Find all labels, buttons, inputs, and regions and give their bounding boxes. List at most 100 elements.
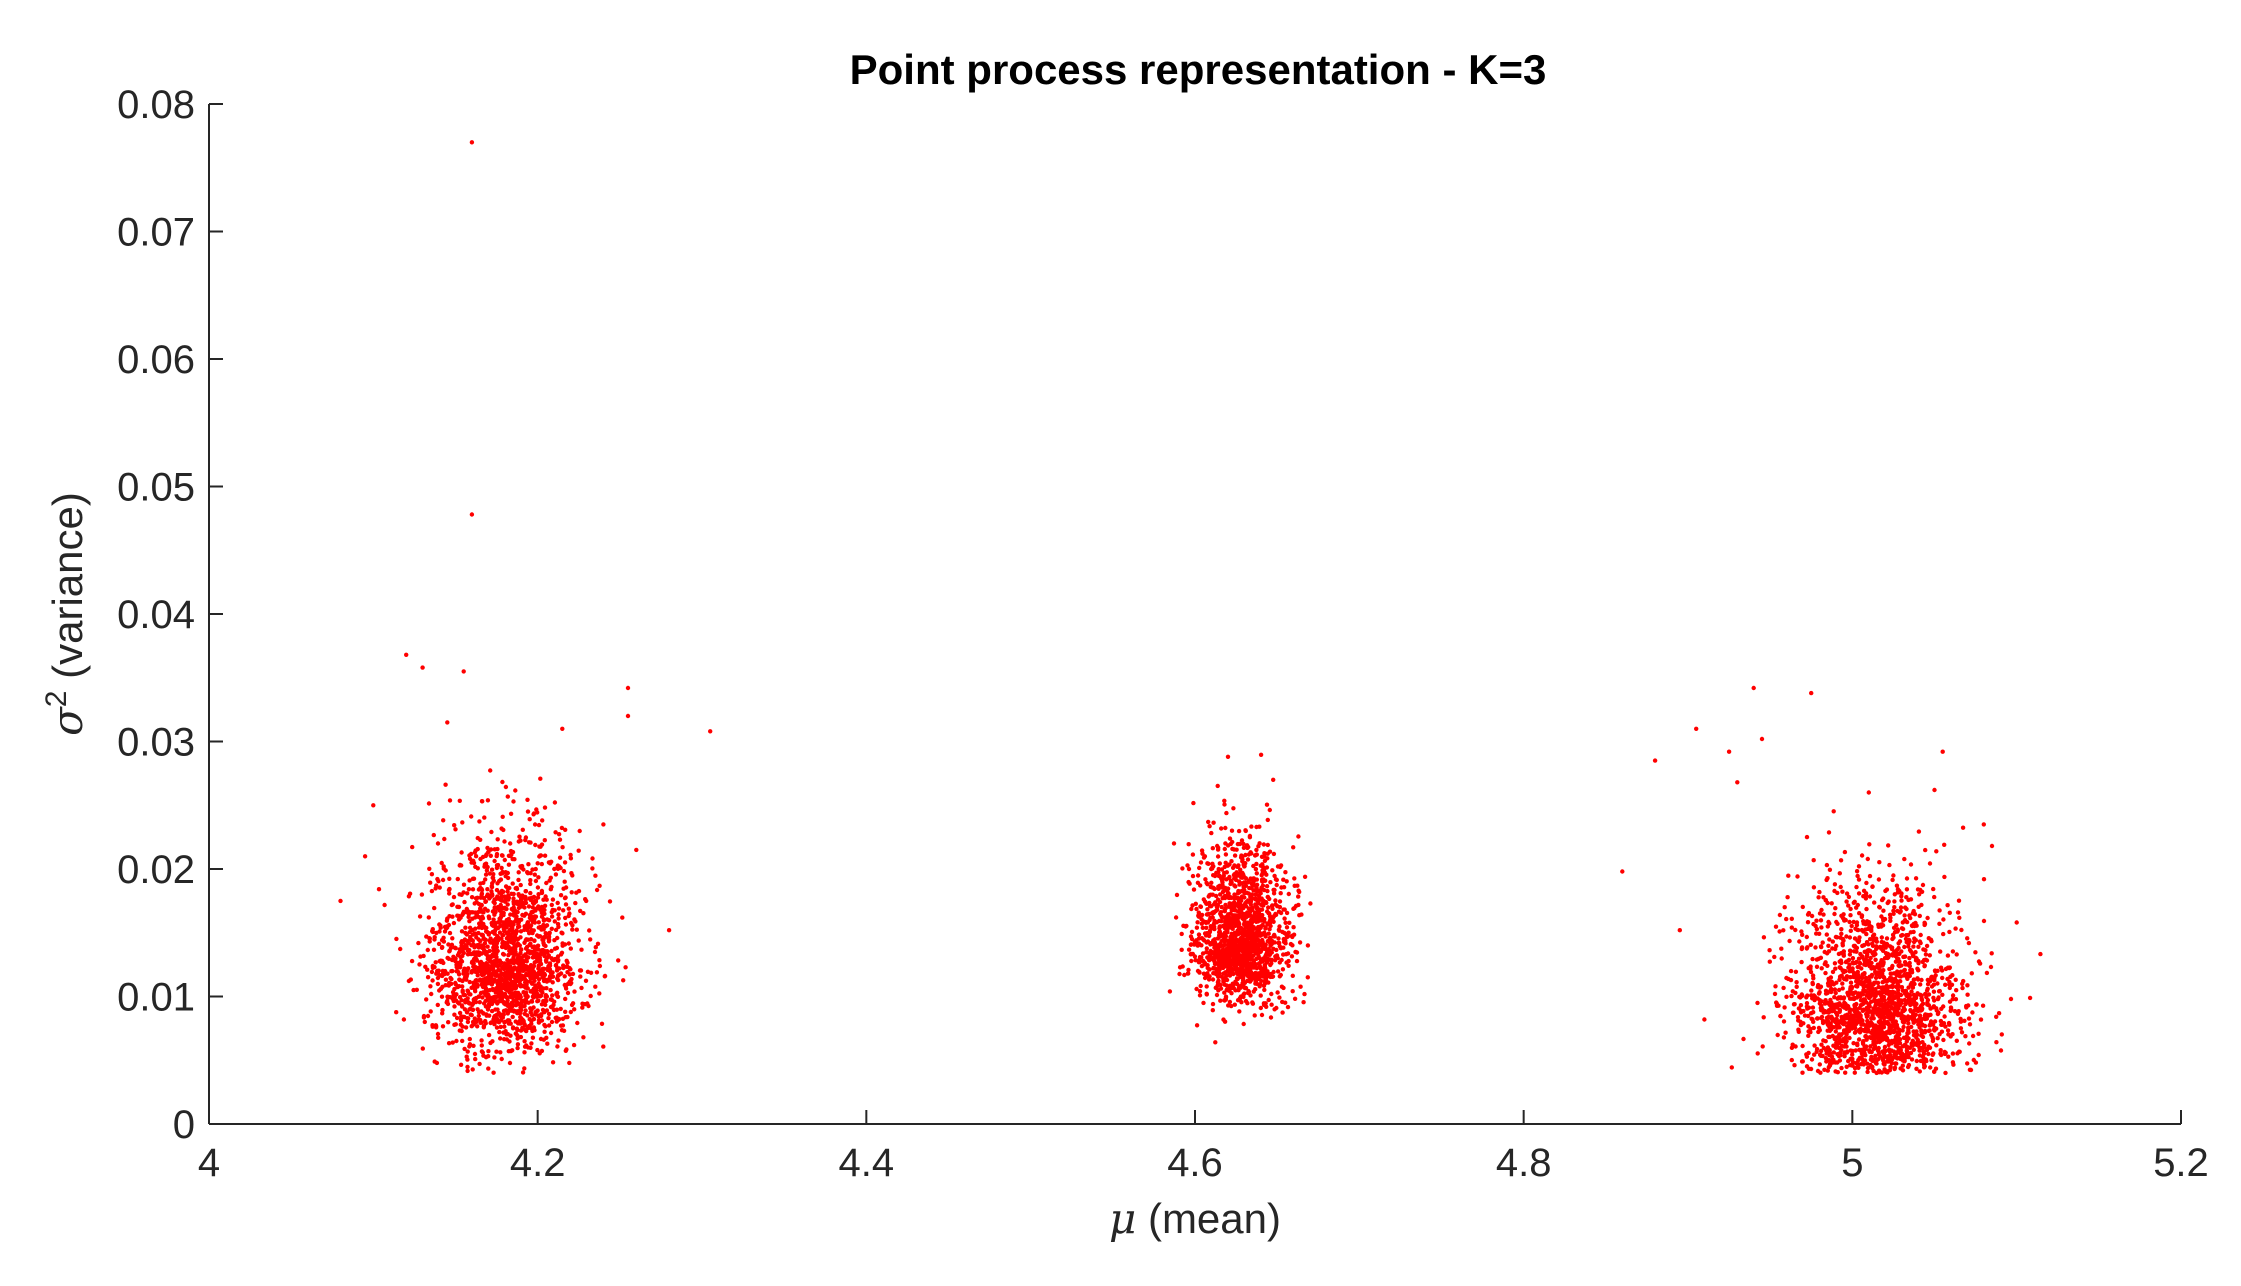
data-point [1195,873,1201,878]
data-point [487,938,492,943]
data-point [540,966,545,971]
data-point [548,997,553,1002]
data-point [1219,867,1225,872]
data-point [1227,999,1233,1005]
data-point [1818,1005,1824,1011]
data-point [482,815,487,820]
data-point [1811,1025,1817,1031]
data-point [1275,904,1280,909]
data-point [1965,936,1970,941]
data-point [441,864,446,869]
data-point [465,1068,470,1074]
data-point [1953,926,1958,931]
data-point [1810,1005,1816,1010]
data-point [1817,1028,1823,1033]
data-point [453,956,458,961]
data-point [1809,988,1814,993]
data-point [1210,1001,1216,1007]
data-point [1837,871,1843,876]
data-point [558,1023,564,1028]
data-point [1250,1000,1255,1005]
data-point [542,838,547,843]
data-point [505,902,510,907]
data-point [513,1031,518,1036]
data-point [1241,975,1246,980]
data-point [575,1020,580,1026]
data-point [1236,948,1241,953]
data-point [623,965,628,970]
data-point [472,901,477,906]
data-point [1205,912,1210,917]
data-point [457,892,462,897]
data-point [503,874,508,879]
data-point [1897,1001,1902,1006]
data-point [1958,1026,1964,1031]
data-point [1277,924,1282,929]
data-point [1800,904,1806,910]
data-point [452,1022,457,1027]
data-point [508,811,514,816]
data-point [1259,918,1264,923]
data-point [1265,894,1271,900]
data-point [1855,938,1860,943]
data-point [443,868,448,873]
data-point [491,940,496,946]
data-point [1891,873,1896,878]
data-point [1847,935,1853,940]
data-point [1234,937,1240,943]
data-point [502,925,507,930]
data-point [561,868,567,874]
data-point [1269,991,1274,997]
data-point [476,965,481,971]
data-point [1774,1000,1779,1005]
data-point [523,993,528,998]
data-point [551,1007,557,1013]
data-point [1233,884,1238,889]
data-point [501,932,506,938]
data-point [500,779,505,785]
data-point [536,892,541,897]
data-point [578,974,583,979]
data-point [534,807,539,812]
data-point [1892,971,1897,976]
data-point [506,988,511,993]
data-point [533,842,538,848]
data-point [571,1042,577,1048]
data-point [1916,944,1921,949]
data-point [1901,1024,1906,1030]
data-point [1261,854,1266,859]
data-point [507,983,513,988]
data-point [522,1003,527,1009]
data-point [1863,975,1869,981]
data-point [550,993,555,998]
data-point [1211,873,1216,878]
data-point [1819,907,1824,913]
data-point [479,1009,484,1014]
data-point [580,1005,585,1010]
data-point [1216,974,1221,979]
data-point [1199,943,1204,948]
data-point [549,956,554,961]
data-point [465,1064,470,1070]
data-point [518,1028,524,1033]
data-point [1950,949,1956,954]
data-point [479,902,484,908]
data-point [516,905,522,911]
data-point [1832,1005,1837,1011]
data-point [476,1013,481,1019]
data-point [472,1016,477,1021]
data-point [1293,949,1298,955]
data-point [1204,901,1209,906]
data-point [1207,904,1213,909]
data-point [426,915,431,920]
data-point [1294,958,1300,964]
data-point [1879,914,1884,919]
data-point [1275,990,1280,995]
data-point [499,1056,504,1062]
data-point [572,917,577,922]
data-point [1221,977,1226,983]
data-point [1800,1043,1805,1049]
data-point [525,1025,531,1031]
data-point [457,1010,463,1016]
data-point [556,832,562,837]
